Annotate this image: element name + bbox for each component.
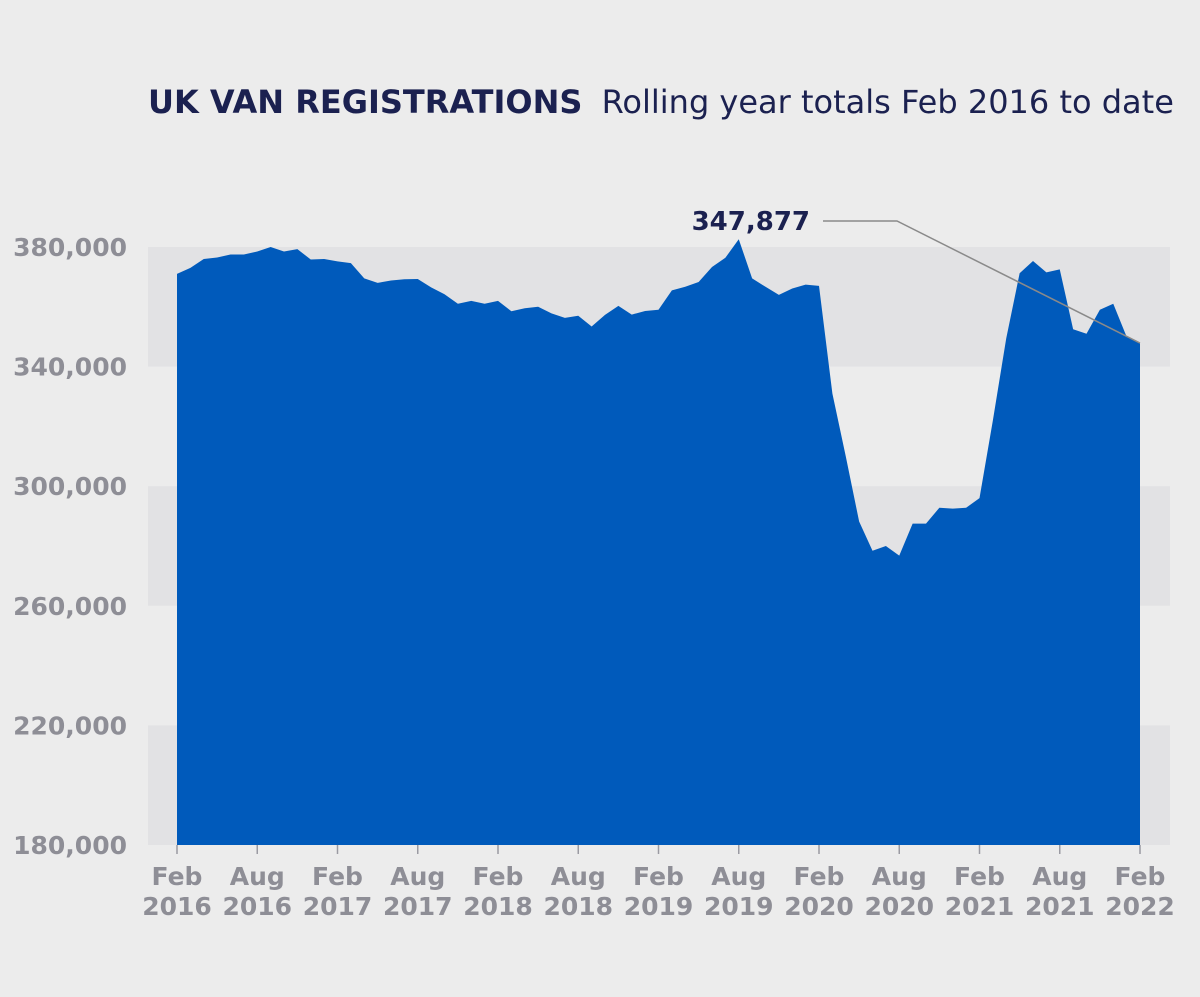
y-tick-label: 180,000 xyxy=(13,831,127,860)
x-axis-tick-marks xyxy=(176,845,1141,854)
x-tick-label: Feb 2022 xyxy=(1105,862,1175,921)
y-tick-label: 380,000 xyxy=(13,233,127,262)
x-tick-label: Feb 2017 xyxy=(303,862,373,921)
x-tick-label: Feb 2019 xyxy=(624,862,694,921)
chart-subtitle: Rolling year totals Feb 2016 to date xyxy=(602,83,1174,121)
x-tick-label: Aug 2020 xyxy=(864,862,934,921)
x-tick-label: Feb 2020 xyxy=(784,862,854,921)
y-tick-label: 300,000 xyxy=(13,472,127,501)
y-axis-tick-labels: 380,000 340,000 300,000 260,000 220,000 180,0… xyxy=(13,233,127,860)
x-tick-label: Aug 2017 xyxy=(383,862,453,921)
y-tick-label: 340,000 xyxy=(13,353,127,382)
x-tick-label: Aug 2021 xyxy=(1025,862,1095,921)
x-tick-label: Aug 2019 xyxy=(704,862,774,921)
annotation: 347,877 xyxy=(692,207,1141,344)
x-tick-label: Feb 2021 xyxy=(945,862,1015,921)
x-tick-label: Feb 2018 xyxy=(463,862,533,921)
chart-title: UK VAN REGISTRATIONS Rolling year totals… xyxy=(148,83,1174,121)
annotation-leader-line xyxy=(823,220,1141,344)
x-tick-label: Aug 2016 xyxy=(222,862,292,921)
annotation-value-label: 347,877 xyxy=(692,207,810,237)
chart-title-bold: UK VAN REGISTRATIONS xyxy=(148,83,582,121)
y-tick-label: 260,000 xyxy=(13,592,127,621)
y-tick-label: 220,000 xyxy=(13,711,127,740)
registrations-area xyxy=(177,239,1140,846)
x-tick-label: Feb 2016 xyxy=(142,862,212,921)
x-tick-label: Aug 2018 xyxy=(543,862,613,921)
